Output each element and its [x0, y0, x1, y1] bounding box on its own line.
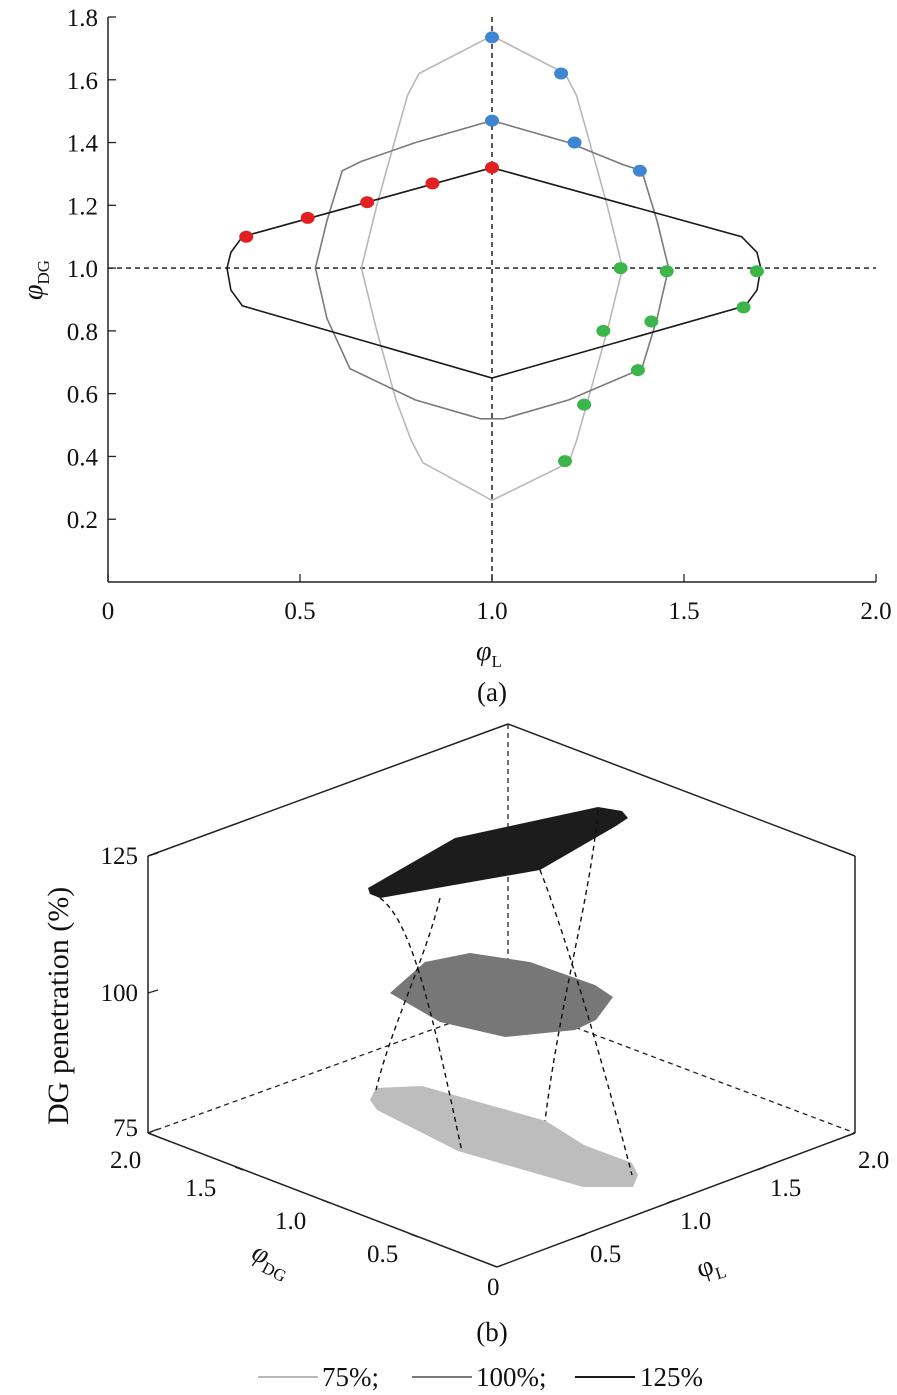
z-tick-label: 75: [113, 1115, 138, 1142]
data-point: [425, 177, 440, 190]
z-tick-label: 125: [101, 843, 139, 870]
data-point: [567, 136, 582, 149]
x-tick-label: 1.5: [668, 598, 699, 625]
panel-a-reference-lines: [108, 17, 876, 582]
box-frame: [147, 723, 856, 1268]
data-point: [632, 164, 647, 177]
data-point: [644, 315, 659, 328]
y-tick-label: 1.0: [67, 256, 98, 283]
y-tick-label: 1.8: [67, 5, 98, 32]
z-ticks: 125 100 75: [101, 843, 159, 1142]
panel-a-ticks: 0 0.5 1.0 1.5 2.0 0.2 0.4 0.6 0.8 1.0 1.2 1.4 1.6 1.8: [67, 5, 892, 625]
z-axis-label: DG penetration (%): [42, 887, 75, 1125]
panel-a-markers: [239, 31, 764, 468]
data-point: [659, 265, 674, 278]
data-point: [749, 265, 764, 278]
legend: 75%; 100%; 125%: [258, 1362, 703, 1392]
x-axis-label: φL: [476, 636, 502, 671]
data-point: [485, 114, 499, 127]
data-point: [239, 230, 254, 243]
l-axis-ticks: 0.5 1.0 1.5 2.0: [577, 1132, 889, 1268]
x-tick-label: 0.5: [284, 598, 315, 625]
layer-100-surface: [390, 953, 613, 1037]
x-tick-label: 2.0: [860, 598, 891, 625]
l-tick-label: 1.5: [770, 1175, 801, 1202]
dg-tick-label: 0.5: [367, 1241, 398, 1268]
data-point: [485, 161, 499, 174]
l-tick-label: 0.5: [590, 1241, 621, 1268]
panel-a-series: [226, 35, 762, 502]
data-point: [300, 211, 315, 224]
series-line-75pct: [360, 35, 624, 502]
z-tick-label: 100: [101, 980, 139, 1007]
l-tick-label: 2.0: [858, 1147, 889, 1174]
y-tick-label: 0.4: [67, 444, 99, 471]
caption-b: (b): [476, 1317, 507, 1347]
series-line-100pct: [314, 119, 670, 420]
legend-label-75: 75%;: [322, 1362, 379, 1392]
data-point: [485, 31, 499, 44]
panel-a: 0 0.5 1.0 1.5 2.0 0.2 0.4 0.6 0.8 1.0 1.2 1.4 1.6 1.8…: [18, 5, 892, 707]
legend-label-100: 100%;: [476, 1362, 547, 1392]
y-axis-label: φDG: [18, 260, 53, 300]
legend-label-125: 125%: [640, 1362, 703, 1392]
dg-axis-ticks: 2.0 1.5 1.0 0.5 0: [110, 1132, 500, 1301]
data-point: [630, 364, 645, 377]
y-tick-label: 1.2: [67, 193, 98, 220]
data-point: [613, 262, 628, 275]
box-hidden-edges: [147, 724, 856, 1134]
data-point: [577, 398, 592, 411]
x-tick-label: 1.0: [476, 598, 507, 625]
panel-b: 125 100 75 2.0 1.5 1.0 0.5 0 0.5 1.0 1.5…: [42, 723, 889, 1347]
dg-tick-label: 2.0: [110, 1147, 141, 1174]
l-axis-label: φL: [693, 1247, 729, 1288]
dg-tick-label: 1.5: [185, 1175, 216, 1202]
layer-75-surface: [370, 1086, 638, 1187]
l-tick-label: 1.0: [680, 1208, 711, 1235]
data-point: [554, 67, 569, 80]
dg-tick-label: 1.0: [275, 1208, 306, 1235]
layer-125-surface: [368, 807, 628, 898]
dg-tick-label: 0: [487, 1274, 500, 1301]
series-line-125pct: [226, 166, 762, 379]
y-tick-label: 0.6: [67, 382, 98, 409]
x-tick-label: 0: [102, 598, 115, 625]
y-tick-label: 0.2: [67, 507, 98, 534]
data-point: [360, 196, 375, 209]
caption-a: (a): [477, 677, 507, 707]
y-tick-label: 1.4: [67, 131, 99, 158]
dg-axis-label: φDG: [245, 1237, 297, 1286]
connecting-curves: [375, 809, 633, 1176]
data-point: [596, 324, 611, 337]
y-tick-label: 1.6: [67, 68, 98, 95]
data-point: [557, 455, 572, 468]
y-tick-label: 0.8: [67, 319, 98, 346]
data-point: [736, 301, 751, 314]
